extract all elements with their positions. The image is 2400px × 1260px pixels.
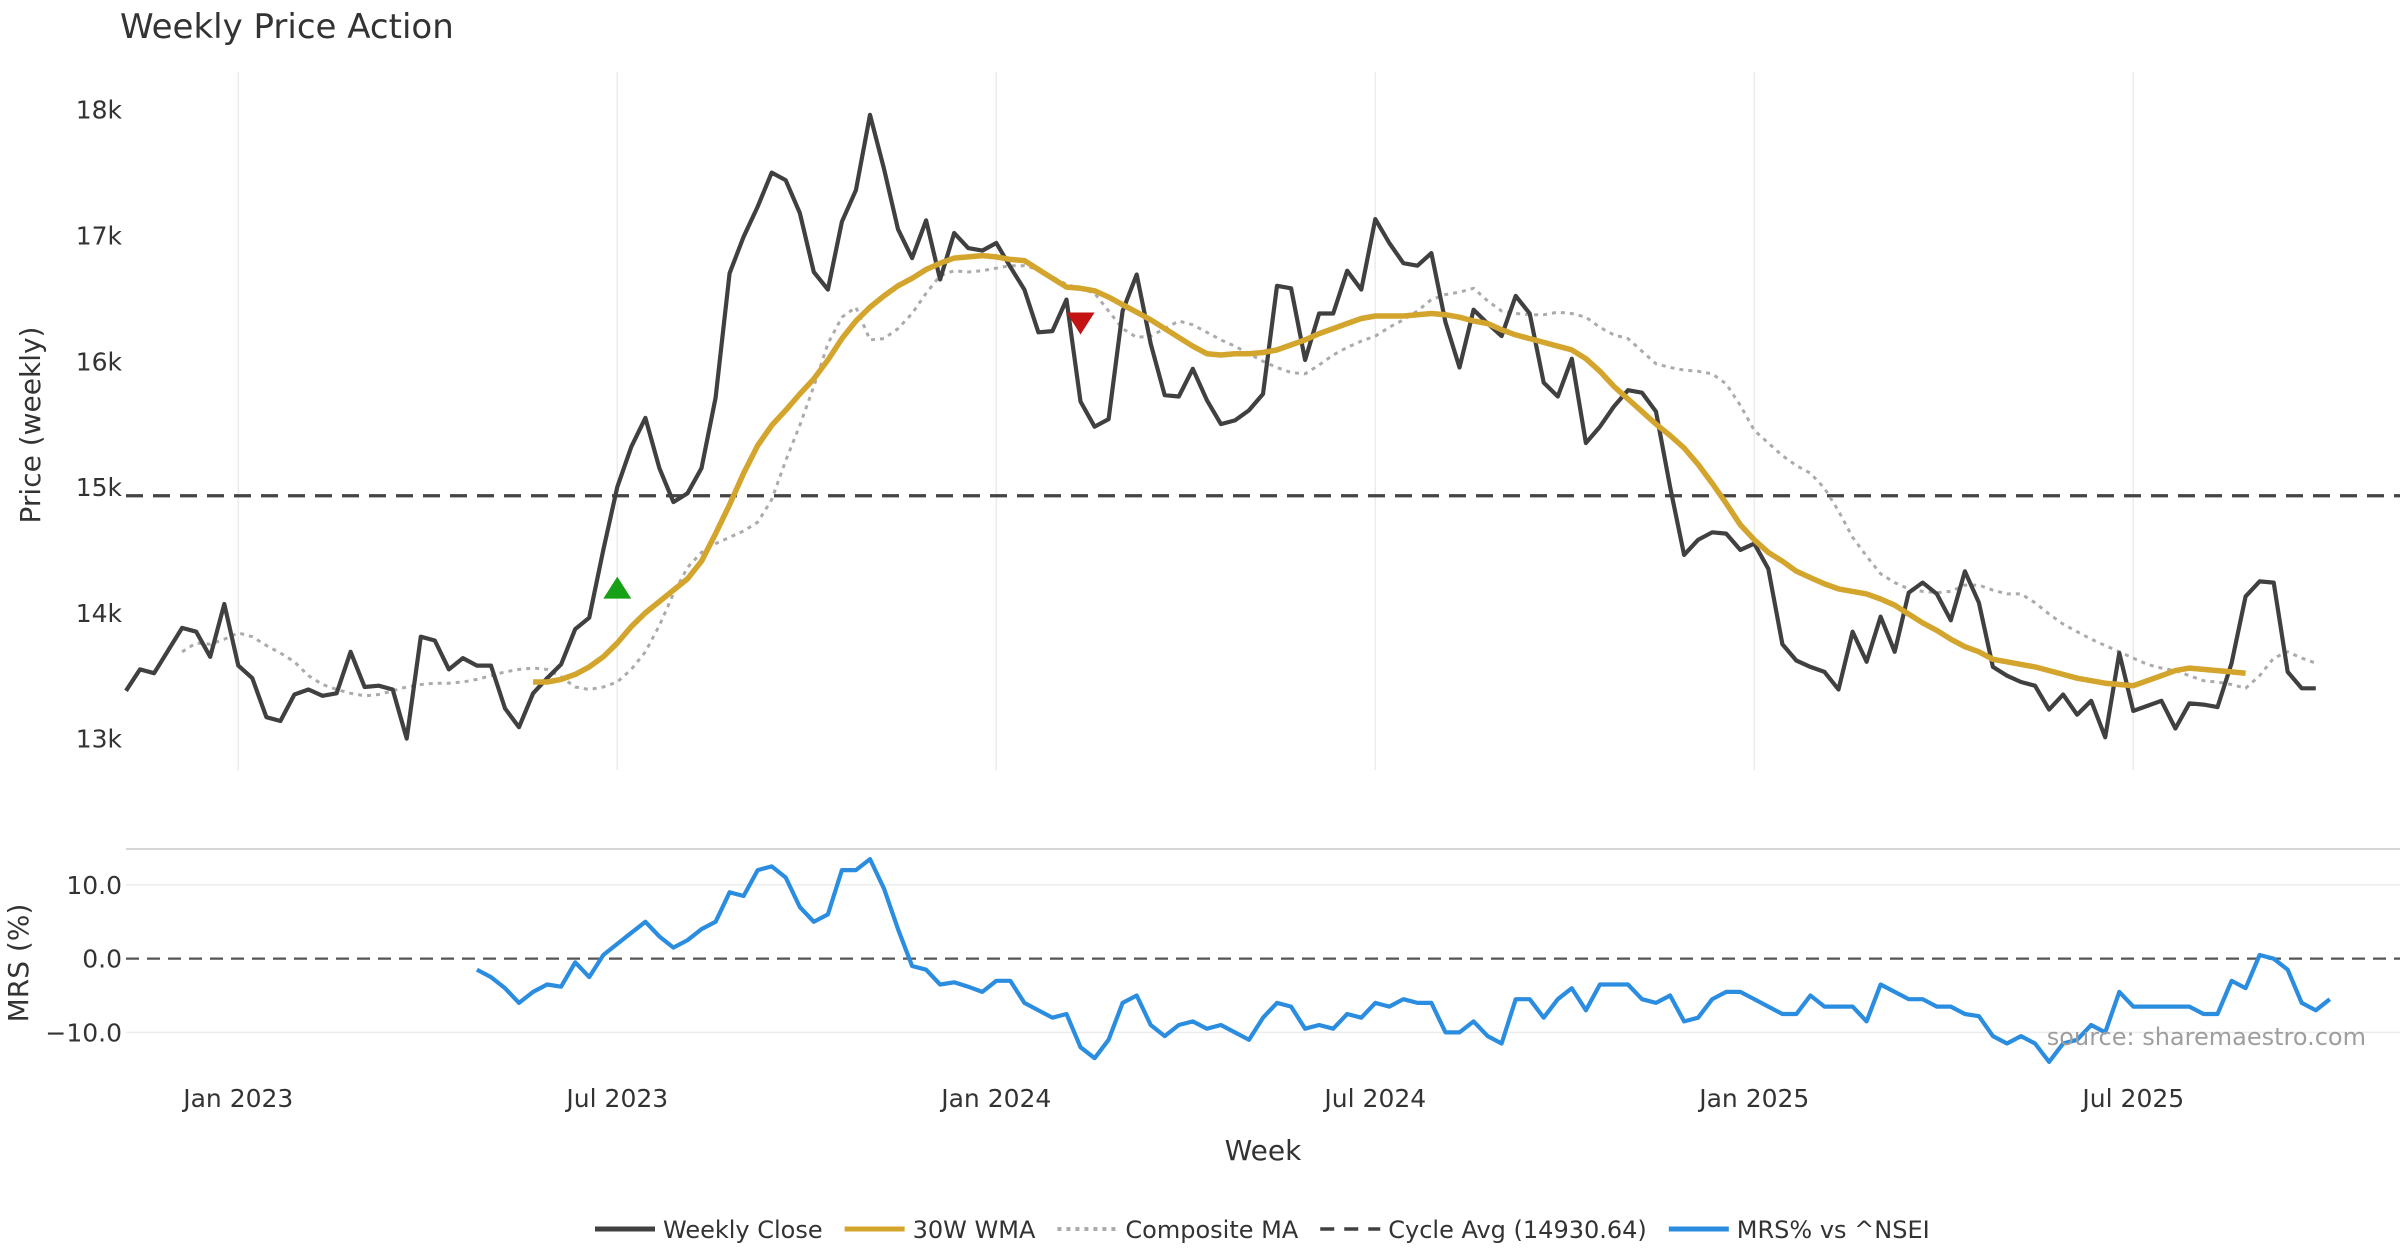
legend-label-30w-wma: 30W WMA — [913, 1216, 1036, 1244]
chart-title: Weekly Price Action — [120, 7, 454, 47]
buy-signal-marker — [603, 576, 632, 599]
x-tick-label: Jan 2025 — [1697, 1084, 1809, 1113]
mrs-line — [475, 856, 2332, 1065]
legend-label-mrs-vs-nsei: MRS% vs ^NSEI — [1737, 1216, 1930, 1244]
legend-label-weekly-close: Weekly Close — [663, 1216, 823, 1244]
x-tick-label: Jan 2024 — [939, 1084, 1051, 1113]
legend: Weekly Close 30W WMA Composite MA Cycle Avg… — [595, 1216, 1930, 1244]
source-note: source: sharemaestro.com — [2047, 1023, 2366, 1051]
gridlines — [126, 72, 2400, 1034]
weekly-close-line — [124, 112, 2316, 741]
wma-30w-line — [533, 252, 2246, 689]
mrs-y-tick-label: −10.0 — [45, 1018, 122, 1047]
price-y-tick-label: 18k — [76, 96, 123, 125]
x-tick-label: Jul 2023 — [564, 1084, 668, 1113]
price-y-tick-label: 16k — [76, 347, 123, 376]
sell-signal-marker — [1066, 312, 1095, 335]
price-y-ticks: 13k 14k 15k 16k 17k 18k — [76, 96, 123, 754]
series-lines — [124, 112, 2332, 1065]
mrs-axis-label: MRS (%) — [2, 904, 35, 1023]
legend-label-cycle-avg-14930-64: Cycle Avg (14930.64) — [1388, 1216, 1647, 1244]
price-y-tick-label: 14k — [76, 599, 123, 628]
reference-lines — [126, 494, 2400, 960]
mrs-y-ticks: 10.0 0.0 −10.0 — [45, 871, 122, 1048]
legend-label-composite-ma: Composite MA — [1125, 1216, 1298, 1244]
x-axis-label: Week — [1225, 1134, 1302, 1167]
x-ticks: Jan 2023 Jul 2023 Jan 2024 Jul 2024 Jan 2025… — [181, 1084, 2184, 1113]
price-y-tick-label: 13k — [76, 725, 123, 754]
composite-ma-line — [181, 264, 2317, 698]
x-tick-label: Jul 2025 — [2080, 1084, 2184, 1113]
price-y-tick-label: 15k — [76, 473, 123, 502]
price-y-tick-label: 17k — [76, 221, 123, 250]
mrs-y-tick-label: 10.0 — [66, 871, 122, 900]
mrs-y-tick-label: 0.0 — [82, 945, 122, 974]
x-tick-label: Jul 2024 — [1322, 1084, 1426, 1113]
signal-markers — [603, 312, 1095, 599]
price-axis-label: Price (weekly) — [14, 327, 47, 524]
x-tick-label: Jan 2023 — [181, 1084, 293, 1113]
